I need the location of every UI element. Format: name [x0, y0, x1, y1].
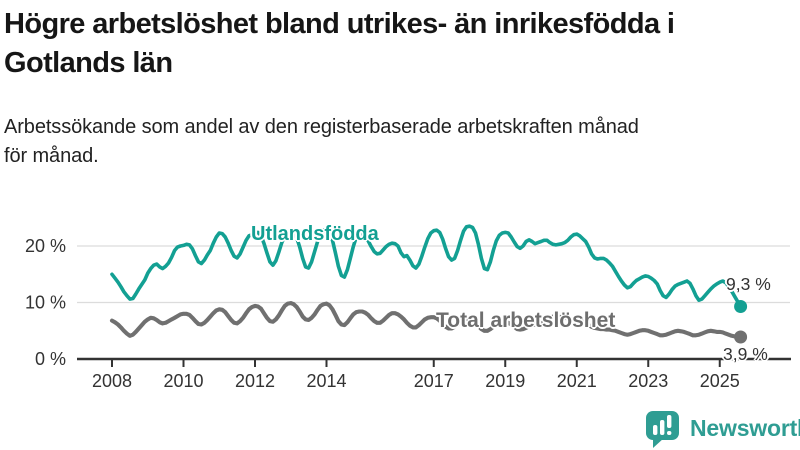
subtitle-line-2: för månad. — [4, 145, 99, 167]
x-tick-label: 2010 — [163, 371, 203, 391]
x-tick-label: 2017 — [414, 371, 454, 391]
subtitle-line-1: Arbetssökande som andel av den registerb… — [4, 116, 639, 138]
newsworthy-wordmark: Newsworthy — [690, 415, 800, 441]
y-tick-label: 10 % — [25, 293, 66, 313]
series-line-total-arbetsl-shet — [109, 301, 743, 340]
newsworthy-logo[interactable]: Newsworthy — [643, 410, 800, 448]
end-value-label-utlandsfodda: 9,3 % — [726, 274, 771, 294]
x-tick-label: 2025 — [700, 371, 740, 391]
x-tick-label: 2021 — [557, 371, 597, 391]
title-line-2: Gotlands län — [4, 47, 173, 79]
series-label-total-arbetsloshet: Total arbetslöshet — [436, 309, 616, 332]
series-end-dot-total-arbetsl-shet — [734, 330, 748, 344]
series-line-utlandsf-dda — [110, 224, 743, 309]
x-tick-label: 2008 — [92, 371, 132, 391]
x-tick-label: 2012 — [235, 371, 275, 391]
y-tick-label: 20 % — [25, 236, 66, 256]
page-title: Högre arbetslöshet bland utrikes- än inr… — [4, 5, 796, 83]
bar-chart-speech-bubble-icon — [646, 410, 679, 448]
x-tick-label: 2023 — [628, 371, 668, 391]
chart-subtitle: Arbetssökande som andel av den registerb… — [4, 113, 792, 171]
x-tick-label: 2019 — [485, 371, 525, 391]
title-line-1: Högre arbetslöshet bland utrikes- än inr… — [4, 8, 675, 40]
series-label-utlandsfodda: Utlandsfödda — [251, 223, 379, 245]
end-value-label-total: 3,9 % — [723, 344, 768, 364]
series-end-dot-utlandsf-dda — [734, 300, 748, 313]
x-tick-label: 2014 — [306, 371, 346, 391]
y-tick-label: 0 % — [35, 349, 66, 369]
